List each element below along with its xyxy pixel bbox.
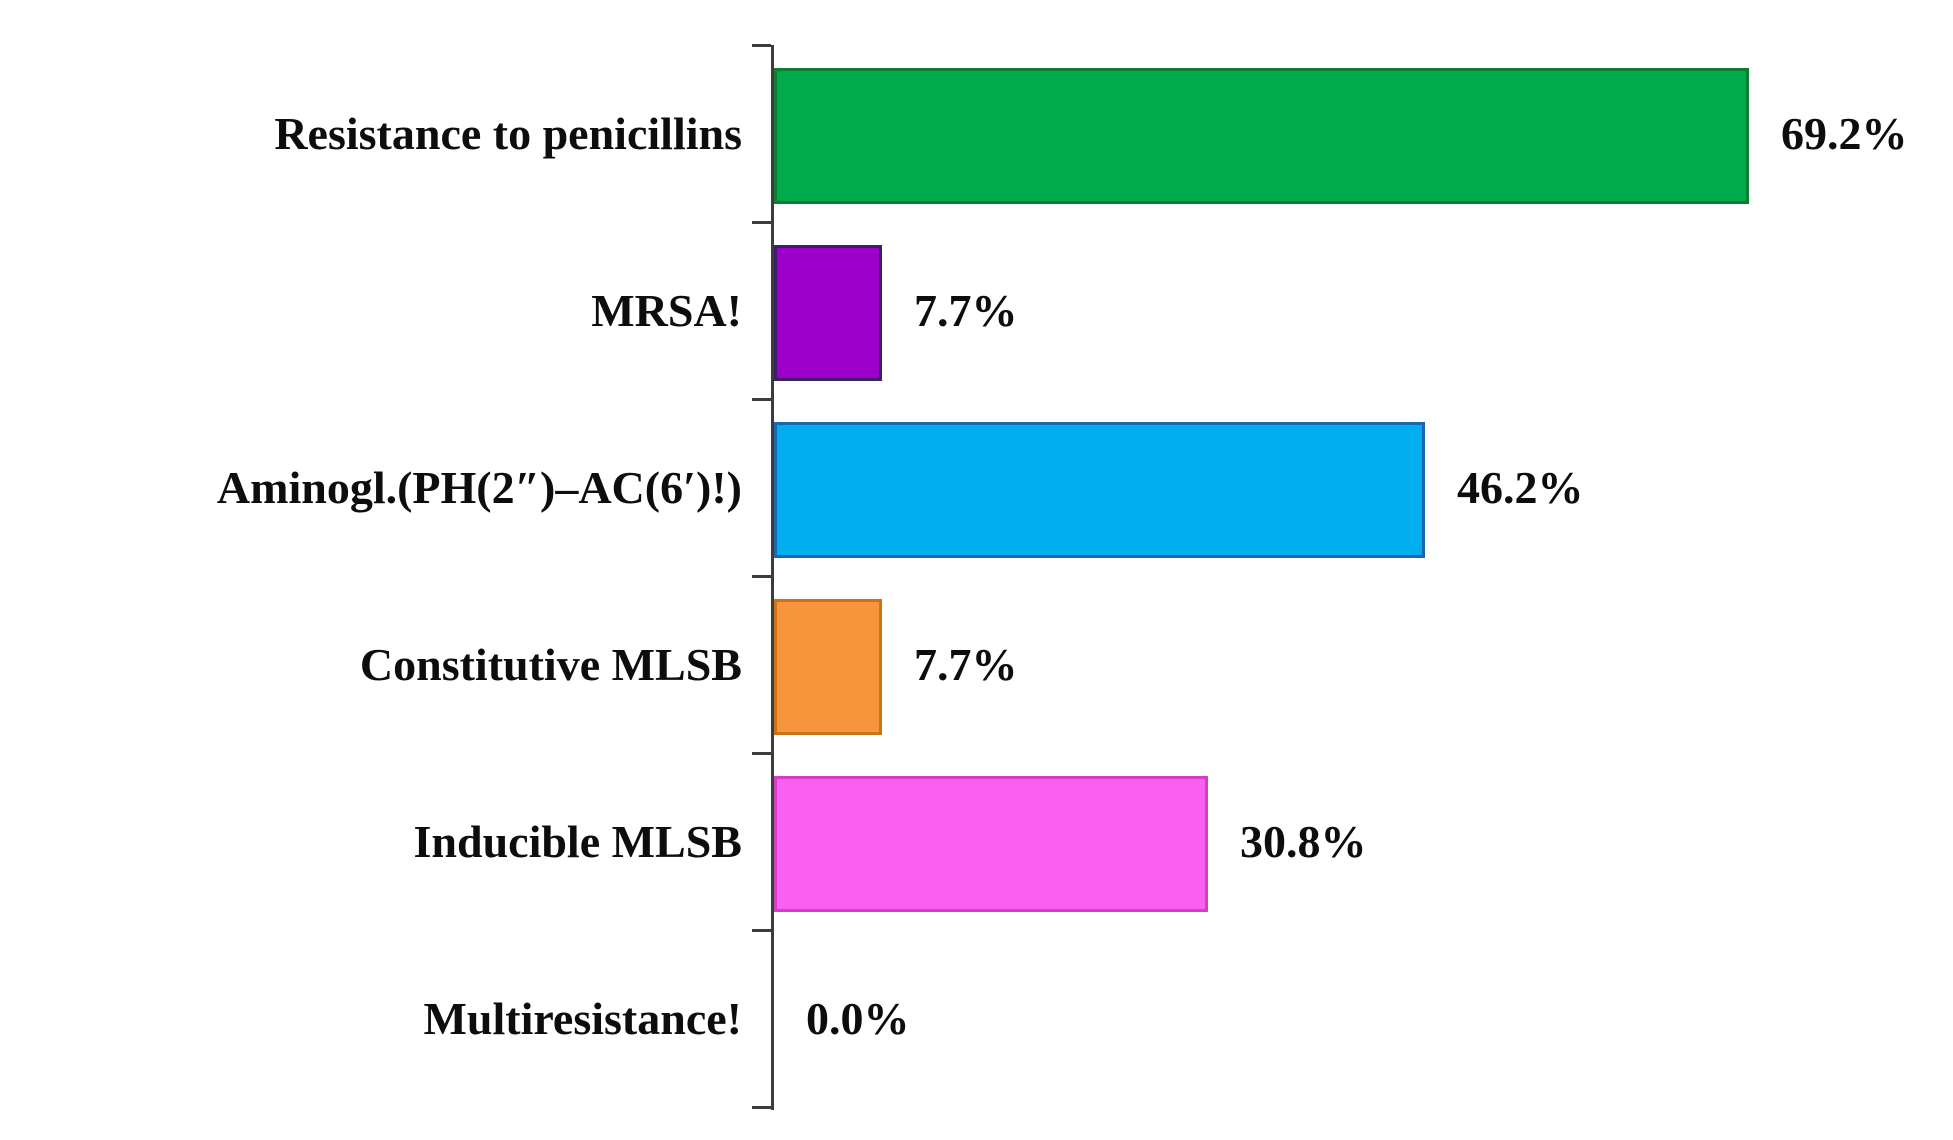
category-label: MRSA! [591, 285, 742, 336]
bar [774, 245, 882, 381]
bar [774, 776, 1208, 912]
value-label: 7.7% [914, 639, 1018, 690]
y-axis-line [771, 45, 774, 1110]
category-label: Resistance to penicillins [274, 108, 742, 159]
bar [774, 599, 882, 735]
category-label: Inducible MLSB [413, 816, 743, 867]
axis-tick [752, 752, 771, 755]
category-label: Multiresistance! [423, 993, 742, 1044]
axis-tick [752, 44, 771, 47]
bar [774, 422, 1425, 558]
axis-tick [752, 1106, 771, 1109]
value-label: 7.7% [914, 285, 1018, 336]
value-label: 0.0% [806, 993, 910, 1044]
axis-tick [752, 221, 771, 224]
category-label: Aminogl.(PH(2″)–AC(6′)!) [216, 462, 742, 513]
value-label: 46.2% [1457, 462, 1584, 513]
category-label: Constitutive MLSB [359, 639, 742, 690]
value-label: 69.2% [1781, 108, 1908, 159]
value-label: 30.8% [1240, 816, 1367, 867]
axis-tick [752, 575, 771, 578]
bar [774, 68, 1749, 204]
axis-tick [752, 398, 771, 401]
axis-tick [752, 929, 771, 932]
